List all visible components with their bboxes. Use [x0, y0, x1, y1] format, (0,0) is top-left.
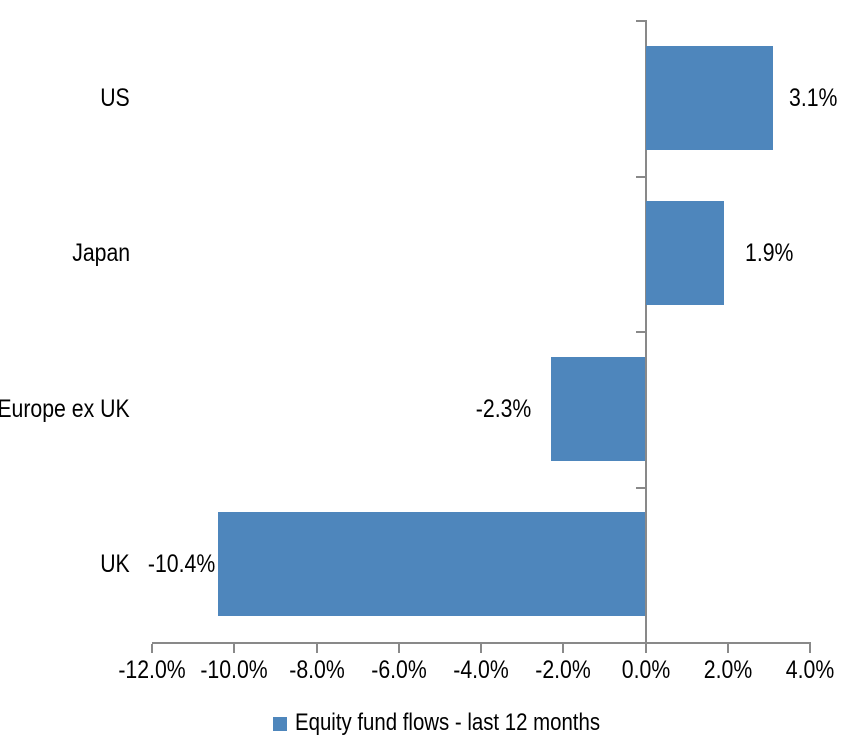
- axis-tick-label: -6.0%: [370, 656, 427, 684]
- axis-tick: [809, 644, 811, 653]
- axis-tick: [151, 644, 153, 653]
- axis-tick-label: -2.0%: [535, 656, 592, 684]
- bar-europe-ex-uk: [550, 356, 646, 461]
- bar-value-label: -10.4%: [147, 550, 215, 579]
- category-label: UK: [100, 550, 130, 579]
- axis-tick: [562, 644, 565, 653]
- axis-tick-label: 4.0%: [785, 656, 835, 684]
- axis-tick-label: 0.0%: [621, 656, 670, 684]
- category-label: US: [100, 83, 130, 112]
- value-axis-line: [152, 642, 811, 644]
- legend-label: Equity fund flows - last 12 months: [295, 709, 601, 736]
- bar-value-label: 3.1%: [788, 83, 838, 112]
- category-label: Japan: [72, 239, 130, 268]
- bar-us: [645, 45, 773, 150]
- axis-tick: [315, 644, 318, 653]
- category-tick: [635, 175, 645, 178]
- category-label: Europe ex UK: [0, 394, 130, 423]
- category-axis-line: [644, 20, 647, 644]
- axis-tick-label: -10.0%: [200, 656, 268, 684]
- axis-tick: [397, 644, 400, 653]
- axis-tick-label: -8.0%: [288, 656, 345, 684]
- axis-tick: [726, 644, 729, 653]
- axis-tick-label: -12.0%: [118, 656, 186, 684]
- axis-tick: [644, 644, 647, 653]
- category-tick: [635, 20, 645, 22]
- bar-japan: [645, 201, 724, 306]
- category-tick: [635, 331, 645, 333]
- bar-value-label: 1.9%: [744, 239, 794, 268]
- legend: Equity fund flows - last 12 months: [273, 710, 613, 744]
- axis-tick-label: -4.0%: [453, 656, 509, 684]
- bar-value-label: -2.3%: [475, 394, 531, 423]
- axis-tick-label: 2.0%: [703, 656, 752, 684]
- axis-tick: [480, 644, 482, 653]
- axis-tick: [233, 644, 236, 653]
- category-tick: [635, 486, 645, 489]
- bar-uk: [217, 512, 646, 617]
- legend-marker-square: [273, 717, 287, 731]
